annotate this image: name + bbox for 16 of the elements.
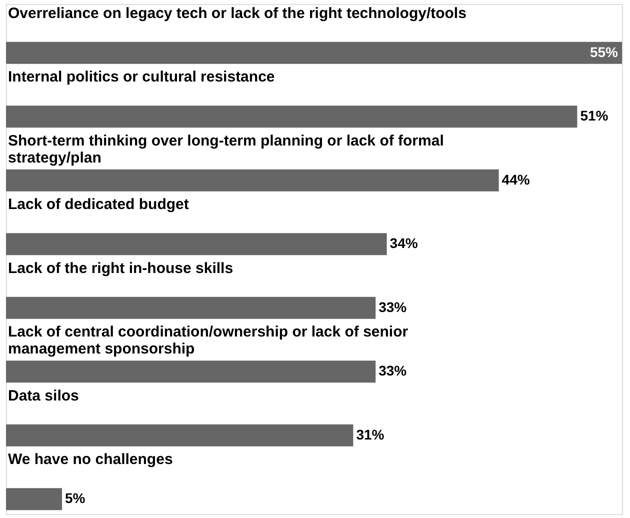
y-tick-label: Lack of dedicated budget	[8, 196, 189, 214]
data-label: 33%	[378, 298, 408, 315]
data-label: 31%	[356, 426, 385, 442]
y-tick-label: Overreliance on legacy tech or lack of the right technology/tools	[8, 4, 466, 22]
data-label: 33%	[378, 362, 408, 379]
y-tick-label: Short-term thinking over long-term planning or lack of formal strategy/plan	[8, 132, 444, 166]
data-label: 55%	[590, 44, 619, 60]
y-tick-label: Lack of the right in-house skills	[8, 260, 234, 277]
data-label: 44%	[502, 171, 530, 188]
y-tick-label: Lack of central coordination/ownership or lack of senior management sponsorship	[8, 324, 408, 358]
data-label: 34%	[390, 235, 418, 252]
y-tick-label: Internal politics or cultural resistance	[8, 68, 275, 86]
data-label: 5%	[65, 490, 86, 506]
y-tick-label: Data silos	[8, 387, 79, 404]
data-label: 51%	[580, 108, 609, 124]
y-tick-label: We have no challenges	[8, 451, 173, 468]
